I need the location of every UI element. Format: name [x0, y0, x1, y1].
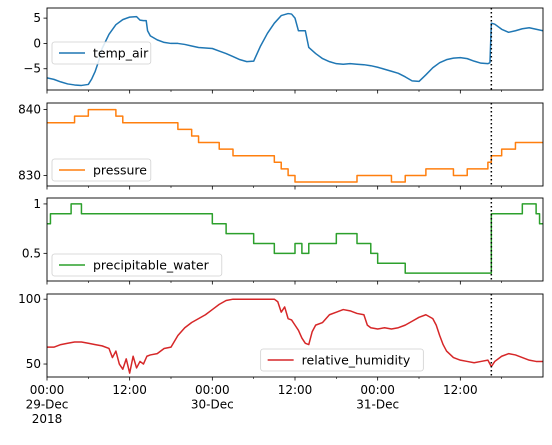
panel-pressure: 830 840 pressure	[18, 102, 544, 190]
legend-label: temp_air	[93, 46, 149, 61]
panel-relative-humidity: 50 100 relative_humidity	[18, 292, 544, 381]
panel-temp-air: −5 0 5 temp_air	[23, 7, 544, 94]
x-tick-label: 2018	[32, 412, 63, 426]
x-tick-label: 29-Dec	[26, 398, 69, 412]
x-tick-label: 12:00	[112, 383, 147, 397]
x-tick-label: 12:00	[278, 383, 313, 397]
y-tick-label: 5	[33, 11, 41, 25]
y-tick-label: 840	[18, 103, 41, 117]
y-tick-label: 100	[18, 292, 41, 306]
y-tick-label: 0.5	[22, 246, 41, 260]
legend-label: relative_humidity	[302, 353, 411, 368]
x-tick-label: 31-Dec	[356, 398, 399, 412]
y-tick-label: 0	[33, 36, 41, 50]
legend-box	[51, 41, 152, 65]
y-tick-label: 830	[18, 168, 41, 182]
series-line-temp-air	[47, 12, 543, 87]
y-tick-label: 1	[33, 197, 41, 211]
legend-pressure: pressure	[51, 158, 152, 182]
legend-box	[51, 158, 152, 182]
series-line-pressure	[47, 108, 543, 183]
y-tick-label: −5	[23, 62, 41, 76]
x-tick-label: 00:00	[30, 383, 65, 397]
x-tick-label: 30-Dec	[191, 398, 234, 412]
legend-box	[51, 253, 223, 277]
series-line-relative-humidity	[47, 298, 543, 374]
legend-temp-air: temp_air	[51, 41, 152, 65]
legend-relative-humidity: relative_humidity	[260, 348, 424, 372]
panel-precipitable-water: 0.5 1 precipitable_water	[22, 197, 544, 285]
x-tick-label: 00:00	[360, 383, 395, 397]
legend-label: pressure	[93, 163, 147, 178]
series-line-precipitable-water	[47, 203, 543, 274]
legend-precipitable-water: precipitable_water	[51, 253, 223, 277]
x-tick-label: 00:00	[195, 383, 230, 397]
legend-box	[260, 348, 424, 372]
legend-label: precipitable_water	[93, 258, 210, 273]
x-tick-label: 12:00	[443, 383, 478, 397]
y-tick-label: 50	[26, 357, 41, 371]
